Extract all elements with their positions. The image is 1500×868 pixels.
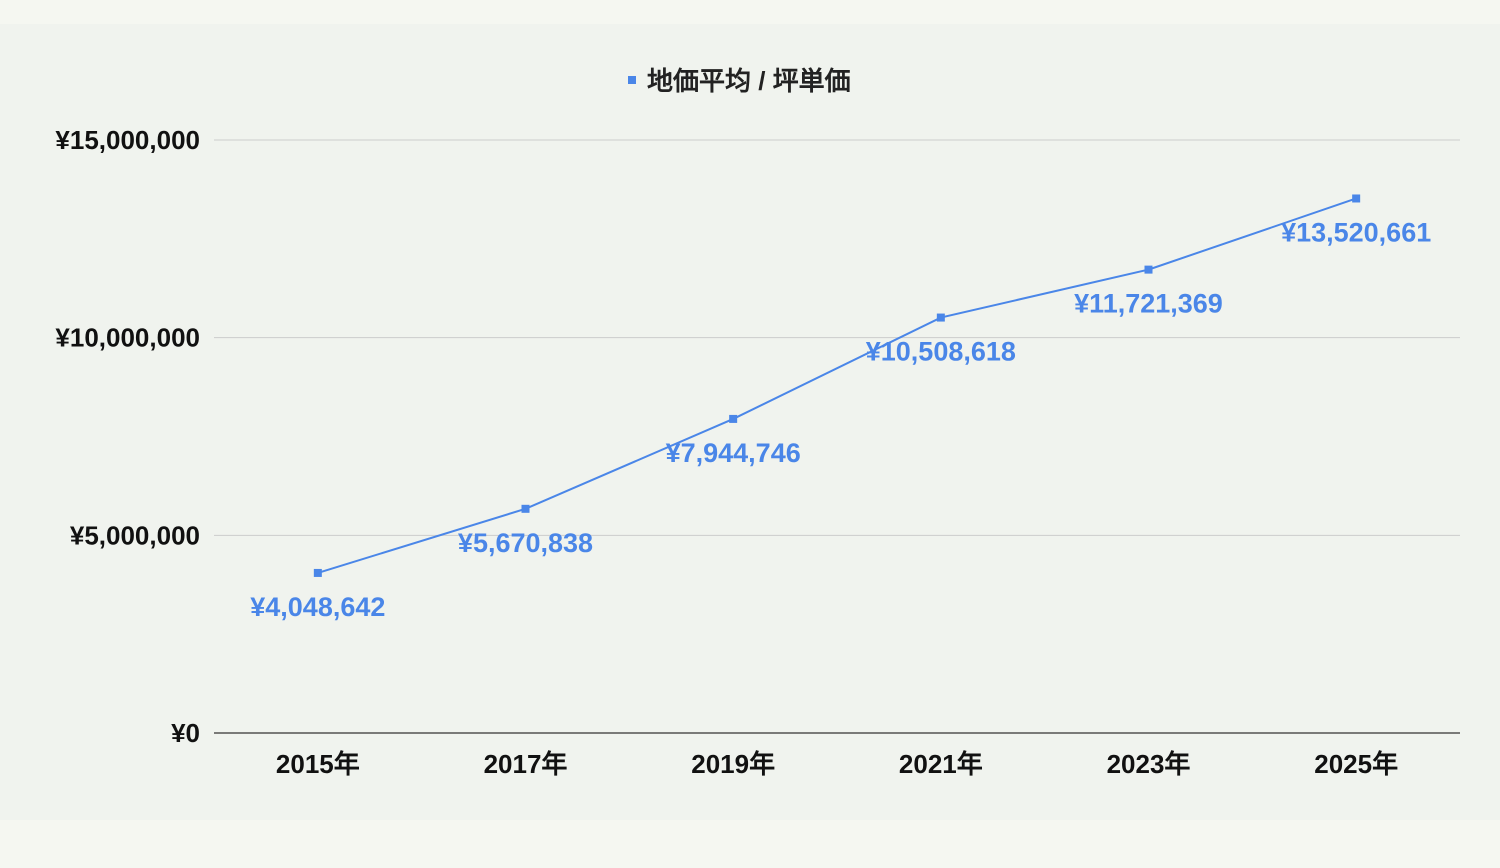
x-tick-label: 2021年: [899, 749, 983, 779]
chart-panel: ¥0 ¥5,000,000 ¥10,000,000 ¥15,000,000 2015年…: [0, 24, 1500, 820]
x-tick-label: 2025年: [1314, 749, 1398, 779]
x-tick-label: 2023年: [1107, 749, 1191, 779]
legend: 地価平均 / 坪単価: [628, 66, 851, 96]
gridlines: [214, 139, 1460, 734]
data-label: ¥4,048,642: [250, 592, 385, 622]
data-label: ¥13,520,661: [1281, 217, 1431, 247]
legend-label: 地価平均 / 坪単価: [647, 66, 851, 96]
x-axis-ticks: 2015年 2017年 2019年 2021年 2023年 2025年: [276, 749, 1398, 779]
data-point: [936, 313, 945, 322]
data-label: ¥10,508,618: [866, 337, 1016, 367]
data-point: [1352, 194, 1361, 203]
y-tick-label: ¥5,000,000: [70, 520, 200, 550]
data-point: [1144, 265, 1153, 274]
y-tick-label: ¥15,000,000: [55, 125, 200, 155]
series-line: [317, 197, 1357, 574]
data-point: [521, 504, 530, 513]
data-point: [729, 414, 738, 423]
y-axis-ticks: ¥0 ¥5,000,000 ¥10,000,000 ¥15,000,000: [55, 125, 200, 748]
data-point: [313, 568, 322, 577]
x-tick-label: 2015年: [276, 749, 360, 779]
line-chart: ¥0 ¥5,000,000 ¥10,000,000 ¥15,000,000 2015年…: [55, 66, 1460, 779]
data-label: ¥11,721,369: [1074, 289, 1223, 319]
data-label: ¥5,670,838: [458, 528, 593, 558]
x-tick-label: 2017年: [484, 749, 568, 779]
legend-marker: [628, 76, 636, 84]
series-group: ¥4,048,642 ¥5,670,838 ¥7,944,746 ¥10,508,61…: [250, 194, 1431, 622]
y-tick-label: ¥10,000,000: [55, 323, 200, 353]
x-tick-label: 2019年: [691, 749, 775, 779]
y-tick-label: ¥0: [171, 718, 200, 748]
data-label: ¥7,944,746: [666, 438, 801, 468]
